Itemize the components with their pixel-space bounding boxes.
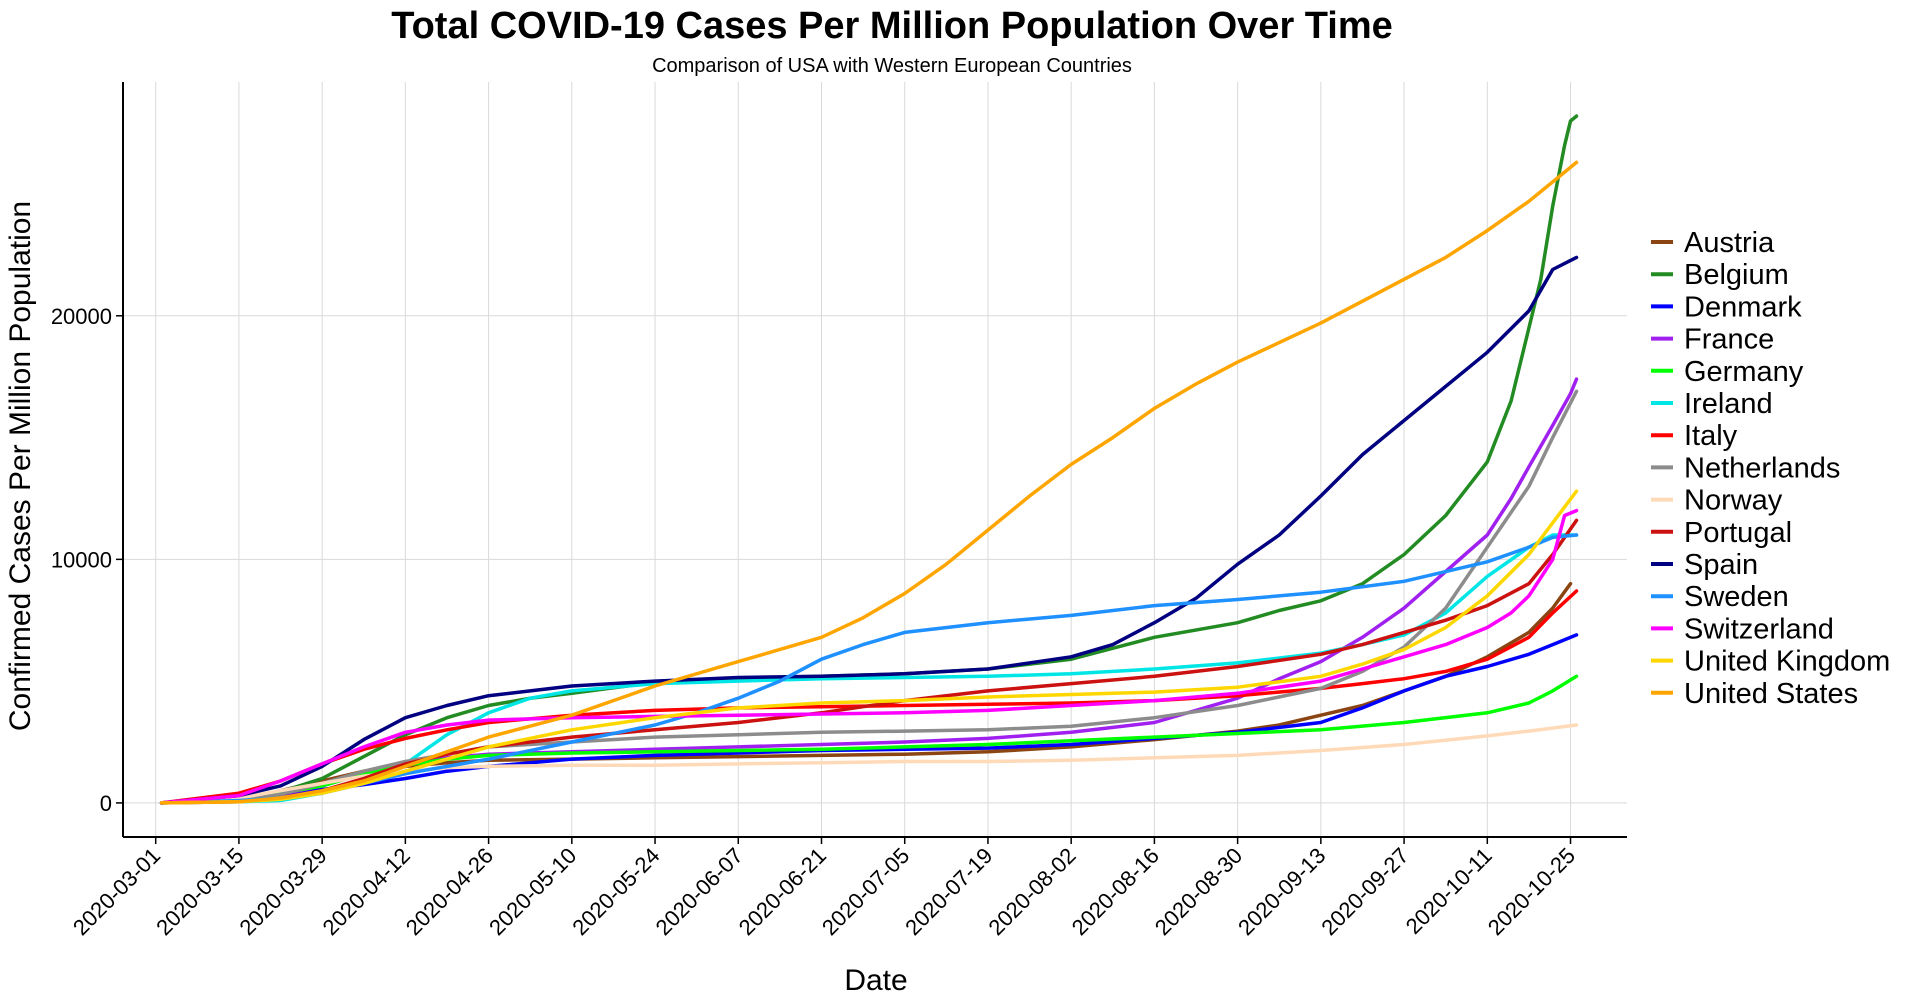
x-tick-label-6: 2020-05-24 — [567, 843, 664, 940]
y-tick-label-1: 10000 — [51, 547, 112, 572]
y-axis-title: Confirmed Cases Per Million Population — [4, 201, 37, 731]
x-tick-label-0: 2020-03-01 — [68, 843, 165, 940]
legend-label-norway: Norway — [1684, 485, 1783, 517]
y-axis-ticks: 0 10000 20000 — [51, 304, 123, 816]
series-lines — [159, 114, 1579, 805]
x-tick-label-13: 2020-08-30 — [1150, 843, 1247, 940]
x-tick-label-9: 2020-07-05 — [817, 843, 914, 940]
series-line-italy — [159, 589, 1579, 805]
legend-label-ireland: Ireland — [1684, 388, 1773, 420]
x-tick-label-10: 2020-07-19 — [900, 843, 997, 940]
legend-label-portugal: Portugal — [1684, 517, 1792, 549]
x-axis-title: Date — [844, 964, 907, 997]
x-tick-label-8: 2020-06-21 — [734, 843, 831, 940]
x-tick-label-4: 2020-04-26 — [401, 843, 498, 940]
series-line-united-states — [159, 160, 1579, 805]
series-line-switzerland — [159, 508, 1579, 805]
legend-label-austria: Austria — [1684, 227, 1775, 259]
series-line-united-kingdom — [159, 489, 1579, 805]
legend-label-belgium: Belgium — [1684, 259, 1789, 291]
series-line-spain — [159, 255, 1579, 805]
x-tick-label-14: 2020-09-13 — [1233, 843, 1330, 940]
x-tick-label-3: 2020-04-12 — [318, 843, 415, 940]
legend-label-spain: Spain — [1684, 549, 1758, 581]
series-line-belgium — [159, 114, 1579, 805]
chart-subtitle: Comparison of USA with Western European … — [652, 55, 1132, 77]
series-line-netherlands — [159, 389, 1579, 805]
x-tick-label-7: 2020-06-07 — [651, 843, 748, 940]
legend-label-united-kingdom: United Kingdom — [1684, 646, 1890, 678]
x-axis-ticks: 2020-03-012020-03-152020-03-292020-04-12… — [68, 837, 1580, 940]
x-tick-label-5: 2020-05-10 — [484, 843, 581, 940]
legend-label-sweden: Sweden — [1684, 581, 1789, 613]
x-tick-label-15: 2020-09-27 — [1316, 843, 1413, 940]
chart-title: Total COVID-19 Cases Per Million Populat… — [391, 5, 1393, 47]
x-tick-label-17: 2020-10-25 — [1483, 843, 1580, 940]
legend-label-switzerland: Switzerland — [1684, 613, 1834, 645]
series-line-norway — [159, 723, 1579, 805]
legend-label-united-states: United States — [1684, 678, 1858, 710]
grid — [123, 82, 1627, 837]
series-line-france — [159, 377, 1579, 805]
x-tick-label-1: 2020-03-15 — [151, 843, 248, 940]
y-tick-label-2: 20000 — [51, 304, 112, 329]
x-tick-label-12: 2020-08-16 — [1067, 843, 1164, 940]
legend-label-netherlands: Netherlands — [1684, 452, 1840, 484]
legend: AustriaBelgiumDenmarkFranceGermanyIrelan… — [1651, 227, 1890, 710]
legend-label-denmark: Denmark — [1684, 291, 1802, 323]
legend-label-france: France — [1684, 324, 1774, 356]
legend-label-germany: Germany — [1684, 356, 1804, 388]
legend-label-italy: Italy — [1684, 420, 1738, 452]
x-tick-label-2: 2020-03-29 — [234, 843, 331, 940]
x-tick-label-11: 2020-08-02 — [983, 843, 1080, 940]
x-tick-label-16: 2020-10-11 — [1401, 843, 1497, 939]
y-tick-label-0: 0 — [100, 791, 112, 816]
